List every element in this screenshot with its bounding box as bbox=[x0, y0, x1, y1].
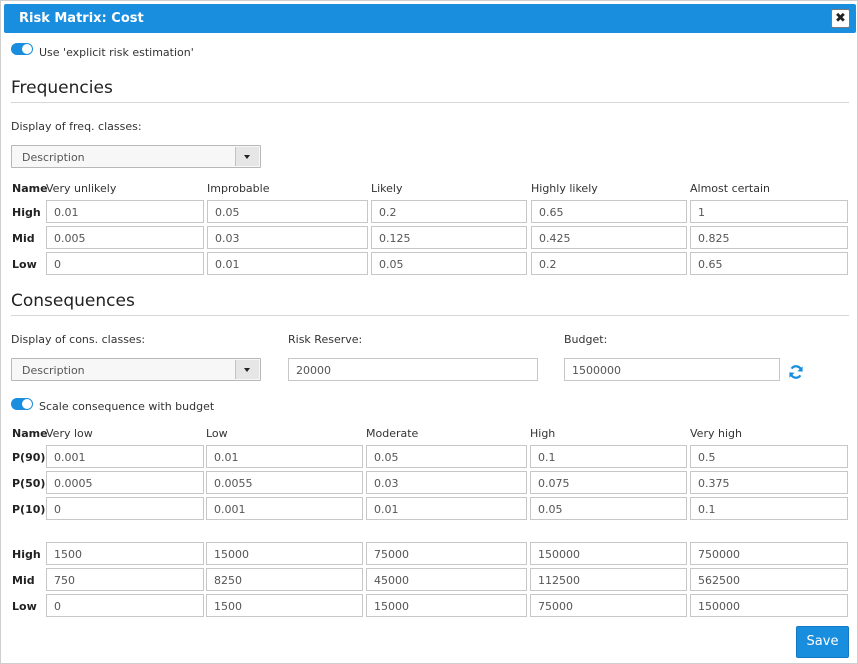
consequences-heading: Consequences bbox=[11, 291, 135, 311]
matrix-cell-input[interactable]: 750 bbox=[46, 568, 204, 591]
scale-budget-label: Scale consequence with budget bbox=[39, 400, 215, 413]
matrix-cell-input[interactable]: 0 bbox=[46, 497, 204, 520]
matrix-cell-input[interactable]: 0.0005 bbox=[46, 471, 204, 494]
matrix-cell-input[interactable]: 0.65 bbox=[531, 200, 687, 223]
scale-budget-toggle[interactable] bbox=[11, 398, 33, 410]
matrix-cell-input[interactable]: 45000 bbox=[366, 568, 527, 591]
matrix-cell-input[interactable]: 0.01 bbox=[207, 252, 368, 275]
matrix-cell-input[interactable]: 0.65 bbox=[690, 252, 848, 275]
row-label: Mid bbox=[12, 574, 35, 587]
close-button[interactable]: ✖ bbox=[831, 9, 850, 28]
column-header: High bbox=[530, 427, 556, 440]
matrix-cell-input[interactable]: 0.01 bbox=[366, 497, 527, 520]
explicit-risk-label: Use 'explicit risk estimation' bbox=[39, 46, 194, 59]
risk-reserve-input[interactable]: 20000 bbox=[288, 358, 538, 381]
matrix-cell-input[interactable]: 0.005 bbox=[46, 226, 204, 249]
cons-display-select[interactable]: Description bbox=[11, 358, 261, 381]
matrix-cell-input[interactable]: 75000 bbox=[530, 594, 687, 617]
matrix-cell-input[interactable]: 0.0055 bbox=[206, 471, 363, 494]
column-header: Moderate bbox=[366, 427, 419, 440]
row-label: Low bbox=[12, 600, 37, 613]
row-label: P(10) bbox=[12, 503, 46, 516]
column-header: Very unlikely bbox=[46, 182, 117, 195]
matrix-cell-input[interactable]: 75000 bbox=[366, 542, 527, 565]
matrix-cell-input[interactable]: 0.05 bbox=[366, 445, 527, 468]
name-column-header: Name bbox=[12, 427, 48, 440]
matrix-cell-input[interactable]: 0.1 bbox=[530, 445, 687, 468]
matrix-cell-input[interactable]: 0 bbox=[46, 594, 204, 617]
budget-input[interactable]: 1500000 bbox=[564, 358, 780, 381]
matrix-cell-input[interactable]: 1 bbox=[690, 200, 848, 223]
row-label: Mid bbox=[12, 232, 35, 245]
column-header: Likely bbox=[371, 182, 403, 195]
matrix-cell-input[interactable]: 0.425 bbox=[531, 226, 687, 249]
risk-reserve-label: Risk Reserve: bbox=[288, 333, 363, 346]
freq-display-value: Description bbox=[22, 151, 85, 164]
frequencies-heading: Frequencies bbox=[11, 78, 113, 98]
matrix-cell-input[interactable]: 750000 bbox=[690, 542, 848, 565]
frequencies-divider bbox=[11, 102, 849, 103]
freq-display-select[interactable]: Description bbox=[11, 145, 261, 168]
matrix-cell-input[interactable]: 112500 bbox=[530, 568, 687, 591]
freq-display-label: Display of freq. classes: bbox=[11, 120, 142, 133]
matrix-cell-input[interactable]: 150000 bbox=[690, 594, 848, 617]
matrix-cell-input[interactable]: 562500 bbox=[690, 568, 848, 591]
row-label: P(50) bbox=[12, 477, 46, 490]
matrix-cell-input[interactable]: 0.825 bbox=[690, 226, 848, 249]
matrix-cell-input[interactable]: 150000 bbox=[530, 542, 687, 565]
explicit-risk-toggle[interactable] bbox=[11, 43, 33, 55]
matrix-cell-input[interactable]: 0.125 bbox=[371, 226, 527, 249]
matrix-cell-input[interactable]: 15000 bbox=[366, 594, 527, 617]
matrix-cell-input[interactable]: 1500 bbox=[46, 542, 204, 565]
chevron-down-icon bbox=[235, 147, 259, 166]
matrix-cell-input[interactable]: 0.001 bbox=[206, 497, 363, 520]
matrix-cell-input[interactable]: 0.05 bbox=[530, 497, 687, 520]
dialog-titlebar: Risk Matrix: Cost ✖ bbox=[4, 4, 856, 33]
budget-label: Budget: bbox=[564, 333, 608, 346]
consequences-divider bbox=[11, 315, 849, 316]
matrix-cell-input[interactable]: 0.05 bbox=[207, 200, 368, 223]
matrix-cell-input[interactable]: 0.03 bbox=[366, 471, 527, 494]
save-button[interactable]: Save bbox=[796, 626, 849, 658]
matrix-cell-input[interactable]: 0.03 bbox=[207, 226, 368, 249]
matrix-cell-input[interactable]: 0.075 bbox=[530, 471, 687, 494]
matrix-cell-input[interactable]: 15000 bbox=[206, 542, 363, 565]
chevron-down-icon bbox=[235, 360, 259, 379]
matrix-cell-input[interactable]: 0.1 bbox=[690, 497, 848, 520]
close-icon: ✖ bbox=[835, 11, 846, 26]
refresh-icon[interactable] bbox=[788, 364, 804, 380]
row-label: P(90) bbox=[12, 451, 46, 464]
matrix-cell-input[interactable]: 0.01 bbox=[46, 200, 204, 223]
column-header: Almost certain bbox=[690, 182, 770, 195]
column-header: Very low bbox=[46, 427, 93, 440]
matrix-cell-input[interactable]: 0 bbox=[46, 252, 204, 275]
name-column-header: Name bbox=[12, 182, 48, 195]
row-label: High bbox=[12, 206, 41, 219]
column-header: Improbable bbox=[207, 182, 270, 195]
cons-display-value: Description bbox=[22, 364, 85, 377]
matrix-cell-input[interactable]: 1500 bbox=[206, 594, 363, 617]
matrix-cell-input[interactable]: 0.2 bbox=[531, 252, 687, 275]
matrix-cell-input[interactable]: 0.375 bbox=[690, 471, 848, 494]
column-header: Low bbox=[206, 427, 228, 440]
dialog-title: Risk Matrix: Cost bbox=[19, 11, 144, 26]
row-label: High bbox=[12, 548, 41, 561]
matrix-cell-input[interactable]: 8250 bbox=[206, 568, 363, 591]
column-header: Highly likely bbox=[531, 182, 598, 195]
cons-display-label: Display of cons. classes: bbox=[11, 333, 146, 346]
matrix-cell-input[interactable]: 0.5 bbox=[690, 445, 848, 468]
matrix-cell-input[interactable]: 0.05 bbox=[371, 252, 527, 275]
matrix-cell-input[interactable]: 0.001 bbox=[46, 445, 204, 468]
matrix-cell-input[interactable]: 0.01 bbox=[206, 445, 363, 468]
row-label: Low bbox=[12, 258, 37, 271]
matrix-cell-input[interactable]: 0.2 bbox=[371, 200, 527, 223]
column-header: Very high bbox=[690, 427, 742, 440]
